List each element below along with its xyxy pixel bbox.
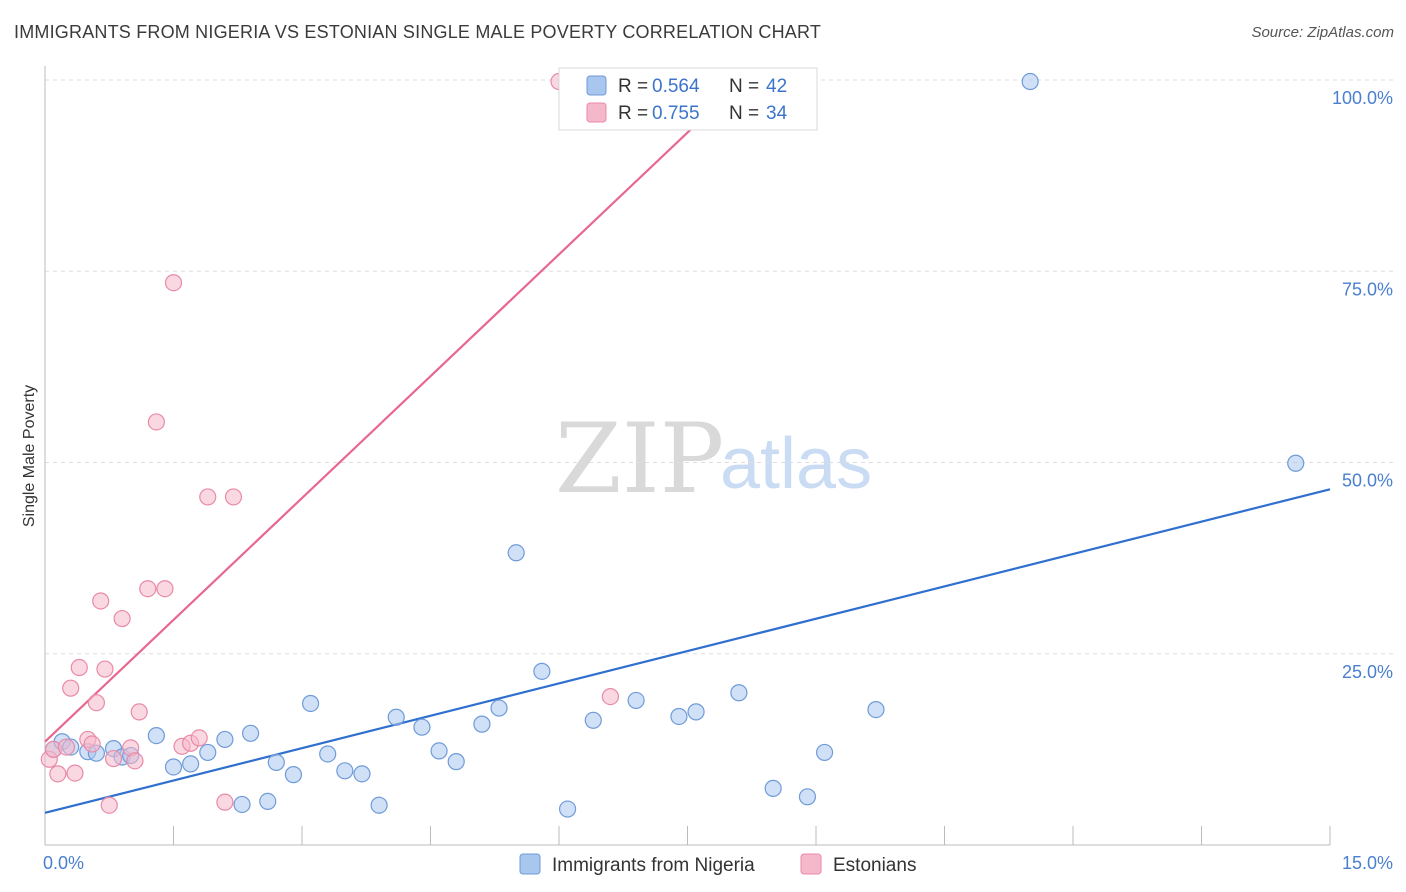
bottom-legend-swatch-nigeria — [519, 853, 541, 875]
watermark-zip: ZIP — [555, 403, 724, 515]
point-estonians-19 — [147, 413, 165, 431]
point-nigeria-32 — [584, 711, 602, 729]
point-nigeria-38 — [798, 788, 817, 806]
point-estonians-12 — [100, 796, 118, 814]
point-estonians-20 — [156, 580, 174, 598]
point-estonians-4 — [62, 679, 80, 697]
point-nigeria-37 — [764, 779, 782, 797]
legend-n-value-2: 34 — [766, 103, 788, 124]
point-nigeria-28 — [490, 699, 508, 717]
bottom-legend-label-nigeria: Immigrants from Nigeria — [552, 855, 755, 876]
point-estonians-5 — [66, 764, 84, 782]
point-nigeria-9 — [164, 758, 183, 776]
point-nigeria-8 — [147, 727, 165, 745]
series-legend: Immigrants from Nigeria Estonians — [519, 853, 916, 876]
point-nigeria-42 — [1287, 454, 1305, 472]
point-nigeria-13 — [233, 795, 251, 814]
point-nigeria-15 — [259, 792, 277, 810]
point-nigeria-22 — [370, 796, 388, 814]
x-ticks — [44, 826, 1331, 845]
point-nigeria-12 — [216, 730, 234, 749]
point-nigeria-17 — [284, 766, 303, 784]
point-nigeria-11 — [199, 743, 217, 762]
point-nigeria-36 — [730, 684, 748, 702]
x-tick-label-1: 15.0% — [1342, 853, 1393, 873]
legend-n-label-1: N = — [729, 76, 759, 97]
point-estonians-17 — [130, 703, 148, 721]
chart-title: IMMIGRANTS FROM NIGERIA VS ESTONIAN SING… — [14, 22, 822, 42]
legend-swatch-estonians — [586, 102, 607, 123]
point-estonians-2 — [49, 765, 67, 783]
trend-line-nigeria — [44, 488, 1331, 814]
y-tick-label-3: 100.0% — [1332, 88, 1393, 108]
point-nigeria-16 — [267, 753, 285, 771]
point-nigeria-23 — [387, 708, 405, 726]
point-estonians-3 — [57, 738, 76, 756]
point-estonians-16 — [126, 752, 144, 770]
point-nigeria-33 — [627, 691, 645, 710]
point-estonians-26 — [216, 793, 234, 811]
point-nigeria-18 — [301, 694, 320, 713]
point-nigeria-29 — [507, 544, 525, 562]
point-nigeria-35 — [687, 703, 705, 721]
y-tick-label-0: 25.0% — [1342, 662, 1393, 682]
point-nigeria-25 — [430, 742, 448, 760]
point-estonians-27 — [224, 488, 243, 506]
legend-n-label-2: N = — [729, 103, 759, 124]
point-estonians-18 — [139, 580, 157, 598]
y-tick-label-1: 50.0% — [1342, 471, 1393, 491]
point-estonians-8 — [83, 735, 101, 753]
legend-r-value-1: 0.564 — [652, 76, 700, 97]
source-label: Source: ZipAtlas.com — [1251, 24, 1394, 41]
point-estonians-25 — [199, 488, 217, 506]
point-estonians-9 — [87, 694, 106, 712]
point-nigeria-34 — [670, 707, 688, 726]
point-estonians-10 — [92, 592, 110, 610]
legend-r-label-1: R = — [618, 76, 648, 97]
point-nigeria-40 — [867, 700, 885, 719]
point-estonians-13 — [104, 749, 123, 768]
point-estonians-24 — [190, 729, 208, 747]
point-nigeria-10 — [182, 755, 200, 773]
point-nigeria-14 — [242, 724, 260, 742]
scatter-points — [40, 72, 1305, 818]
bottom-legend-label-estonians: Estonians — [833, 855, 916, 876]
point-nigeria-30 — [533, 662, 551, 680]
point-estonians-11 — [96, 660, 114, 678]
legend-swatch-nigeria — [586, 75, 607, 96]
point-nigeria-41 — [1021, 72, 1039, 91]
y-axis-label: Single Male Poverty — [21, 385, 38, 527]
point-estonians-6 — [70, 658, 88, 677]
point-nigeria-26 — [447, 753, 465, 771]
bottom-legend-swatch-estonians — [800, 853, 822, 875]
tick-labels: 25.0% 50.0% 75.0% 100.0% 0.0% 15.0% — [43, 88, 1393, 873]
trend-lines — [44, 83, 1331, 814]
point-estonians-14 — [113, 609, 131, 628]
point-nigeria-31 — [558, 800, 577, 818]
point-nigeria-21 — [353, 765, 371, 783]
x-tick-label-0: 0.0% — [43, 853, 84, 873]
point-nigeria-24 — [413, 718, 431, 736]
watermark-atlas: atlas — [720, 424, 872, 504]
legend-r-label-2: R = — [618, 103, 648, 124]
correlation-legend: R = 0.564 N = 42 R = 0.755 N = 34 — [558, 67, 818, 131]
y-tick-label-2: 75.0% — [1342, 279, 1393, 299]
grid — [45, 79, 1395, 655]
legend-n-value-1: 42 — [766, 76, 787, 97]
point-estonians-21 — [164, 274, 183, 292]
point-estonians-29 — [601, 687, 620, 706]
point-nigeria-27 — [473, 715, 491, 733]
point-nigeria-20 — [336, 762, 354, 780]
point-nigeria-39 — [815, 743, 834, 762]
point-nigeria-19 — [319, 745, 337, 763]
trend-line-estonians — [44, 83, 740, 743]
legend-r-value-2: 0.755 — [652, 103, 700, 124]
